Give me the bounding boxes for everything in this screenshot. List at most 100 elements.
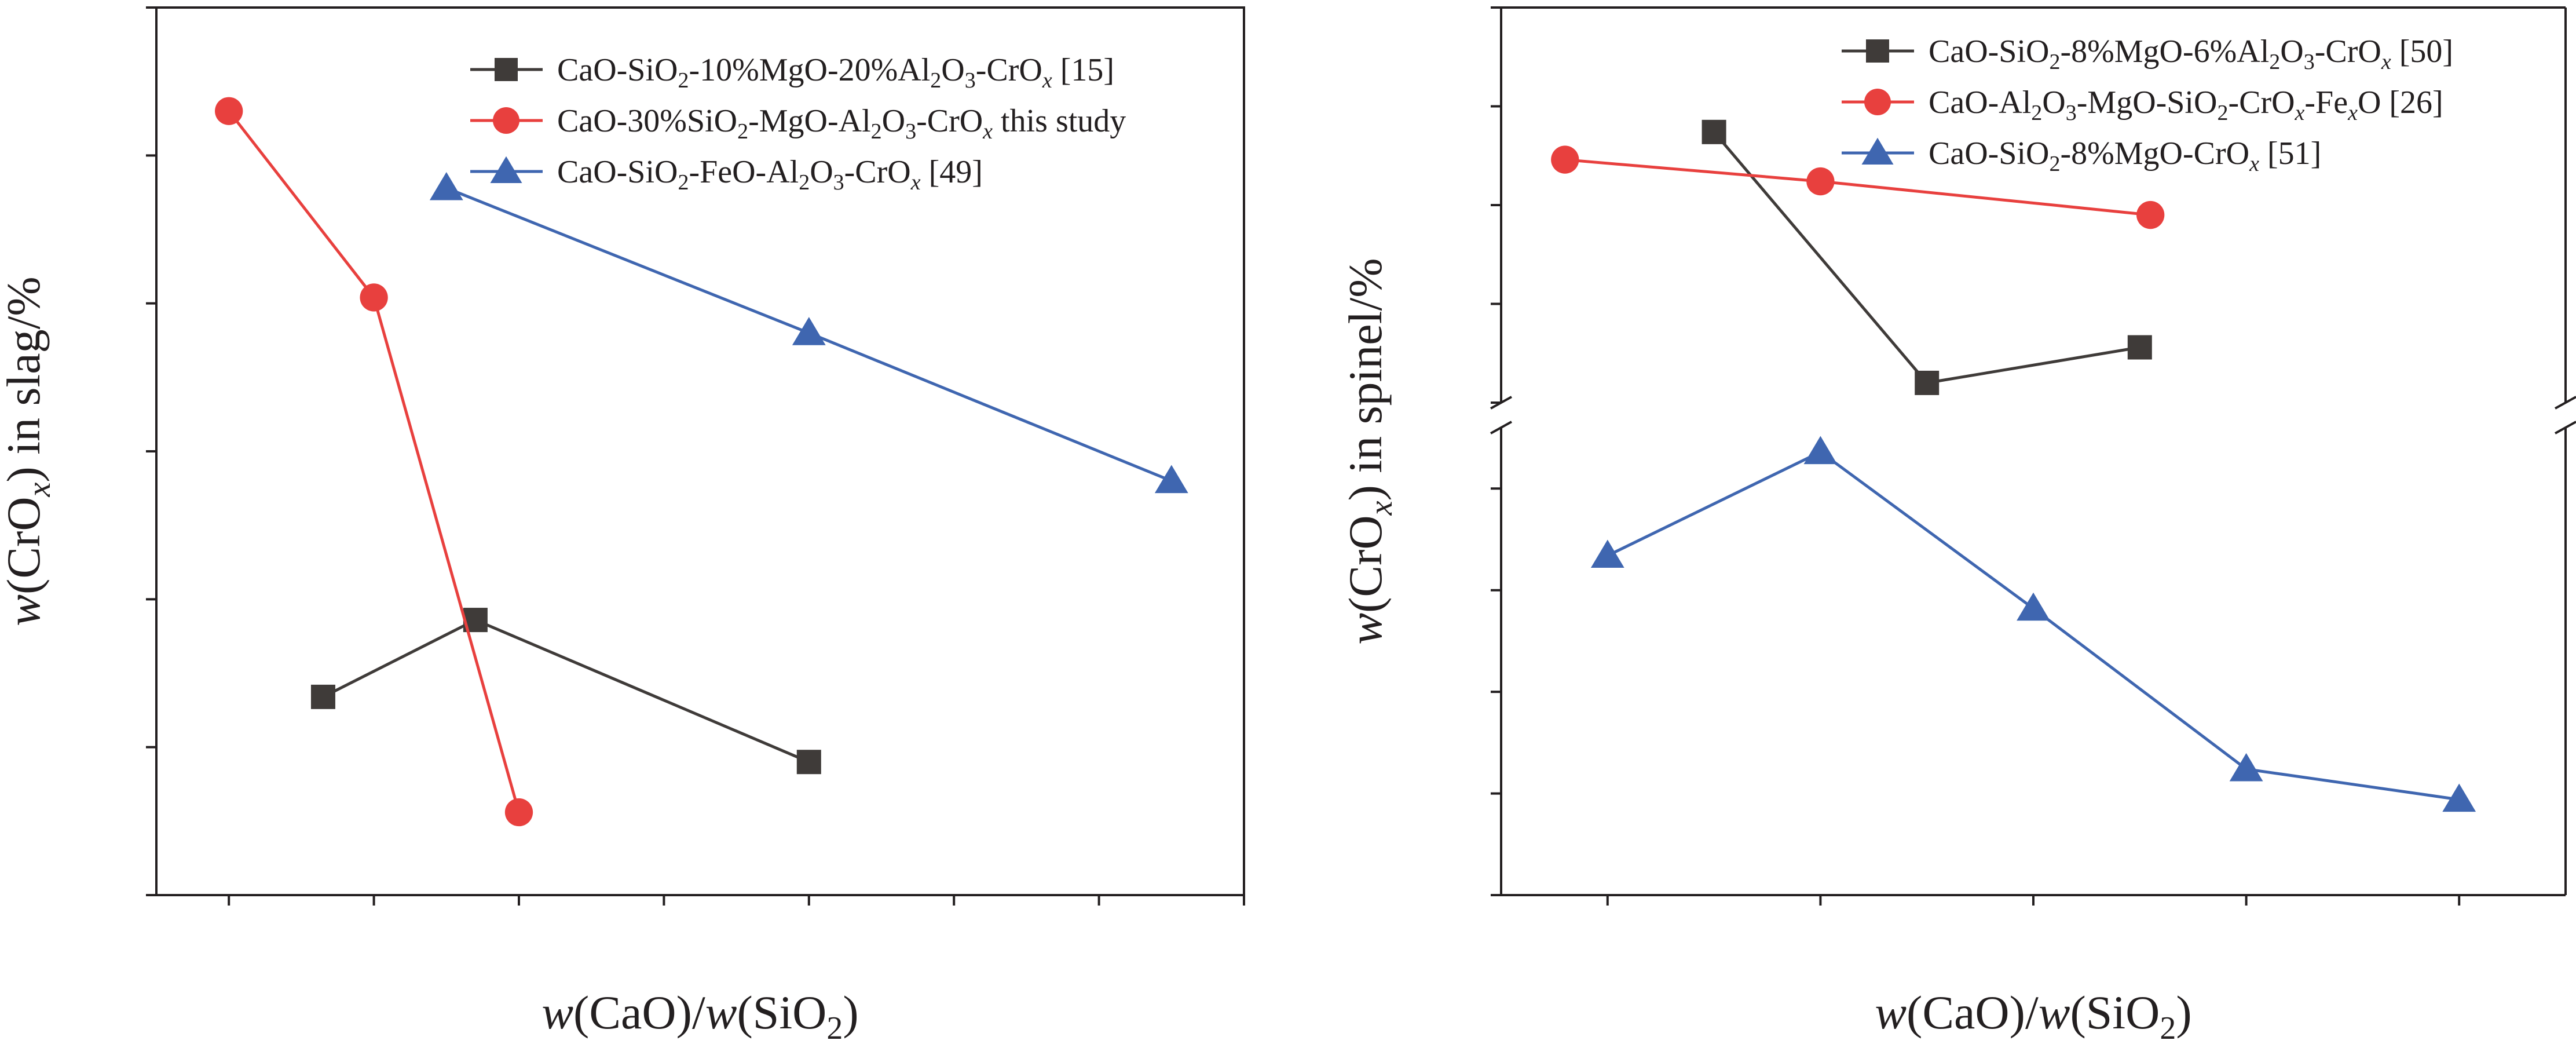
data-point-circle: [1806, 167, 1835, 196]
y-axis-title-a: w(CrOx) in slag/%: [0, 276, 57, 626]
text-part: (SiO: [2070, 986, 2160, 1039]
text-part: CaO-SiO: [1929, 136, 2049, 171]
text-part: 3: [2066, 101, 2077, 125]
data-point-circle: [360, 283, 388, 312]
data-point-triangle: [1803, 436, 1838, 465]
text-part: x: [21, 482, 57, 497]
text-part: (CrO: [1339, 515, 1392, 613]
data-point-triangle: [1861, 137, 1894, 165]
text-part: x: [1042, 68, 1052, 93]
legend-label: CaO-Al2O3-MgO-SiO2-CrOx-FexO [26]: [1929, 85, 2443, 125]
text-part: -FeO-Al: [689, 154, 799, 190]
text-part: (SiO: [737, 986, 826, 1039]
data-point-circle: [504, 798, 533, 827]
text-part: CaO-30%SiO: [557, 103, 737, 139]
text-part: [51]: [2259, 136, 2321, 171]
text-part: 2: [2269, 50, 2280, 74]
legend-label: CaO-SiO2-FeO-Al2O3-CrOx [49]: [557, 154, 983, 195]
text-part: O: [882, 103, 905, 139]
text-part: this study: [993, 103, 1126, 139]
data-point-square: [310, 684, 335, 709]
text-part: CaO-SiO: [1929, 34, 2049, 70]
text-part: x: [2347, 101, 2358, 125]
text-part: [50]: [2391, 34, 2453, 70]
text-part: -MgO-Al: [748, 103, 871, 139]
text-part: (CrO: [0, 497, 50, 594]
data-point-square: [1866, 39, 1889, 63]
axis-break-mark: [1490, 421, 1512, 435]
text-part: w: [1339, 613, 1392, 645]
legend-label: CaO-30%SiO2-MgO-Al2O3-CrOx this study: [557, 103, 1126, 144]
text-part: O: [2042, 85, 2065, 121]
text-part: w: [0, 594, 50, 626]
text-part: 2: [826, 1010, 843, 1044]
text-part: -CrO: [2228, 85, 2295, 121]
text-part: 2: [678, 170, 689, 195]
text-part: -CrO: [2315, 34, 2381, 70]
text-part: -Fe: [2304, 85, 2348, 121]
text-part: w: [541, 986, 573, 1039]
text-part: 2: [2031, 101, 2042, 125]
text-part: O: [941, 52, 964, 88]
data-point-triangle: [792, 317, 826, 345]
data-point-triangle: [429, 171, 463, 200]
text-part: 2: [871, 119, 882, 144]
y-axis-title-b: w(CrOx) in spinel/%: [1339, 258, 1399, 644]
text-part: CaO-SiO: [557, 154, 678, 190]
text-part: x: [2381, 50, 2391, 74]
data-point-circle: [1551, 145, 1579, 174]
text-part: x: [2249, 152, 2259, 176]
text-part: 2: [2049, 50, 2060, 74]
data-point-circle: [2136, 200, 2165, 229]
series-line: [228, 110, 521, 813]
text-part: -MgO-SiO: [2077, 85, 2218, 121]
text-part: 3: [965, 68, 976, 93]
text-part: O: [810, 154, 833, 190]
text-part: -CrO: [844, 154, 911, 190]
text-part: 2: [737, 119, 748, 144]
data-point-circle: [493, 107, 519, 134]
text-part: x: [910, 170, 921, 195]
text-part: CaO-SiO: [557, 52, 678, 88]
legend-label: CaO-SiO2-10%MgO-20%Al2O3-CrOx [15]: [557, 52, 1114, 93]
text-part: -8%MgO-6%Al: [2060, 34, 2269, 70]
x-axis-title-a: w(CaO)/w(SiO2): [541, 986, 858, 1044]
text-part: -CrO: [976, 52, 1042, 88]
data-point-square: [2127, 335, 2152, 360]
text-part: 2: [678, 68, 689, 93]
text-part: -10%MgO-20%Al: [689, 52, 930, 88]
data-point-square: [495, 58, 518, 81]
text-part: ) in spinel/%: [1339, 258, 1392, 501]
data-point-square: [1915, 370, 1940, 395]
text-part: w: [2039, 986, 2070, 1039]
plot-frame-a: [155, 6, 1245, 896]
text-part: [15]: [1052, 52, 1114, 88]
data-point-triangle: [490, 156, 522, 183]
text-part: x: [2295, 101, 2305, 125]
text-part: (CaO)/: [573, 986, 705, 1039]
text-part: 2: [930, 68, 941, 93]
series-line: [1607, 450, 2460, 801]
text-part: ): [2176, 986, 2191, 1039]
series-line: [322, 618, 810, 764]
legend-label: CaO-SiO2-8%MgO-6%Al2O3-CrOx [50]: [1929, 34, 2453, 74]
data-point-triangle: [2442, 783, 2476, 812]
text-part: O [26]: [2358, 85, 2443, 121]
legend-label: CaO-SiO2-8%MgO-CrOx [51]: [1929, 136, 2321, 176]
text-part: x: [982, 119, 993, 144]
text-part: 2: [799, 170, 810, 195]
text-part: 3: [2304, 50, 2315, 74]
text-part: (CaO)/: [1907, 986, 2039, 1039]
text-part: [49]: [921, 154, 983, 190]
data-point-square: [1702, 119, 1726, 144]
text-part: 3: [833, 170, 844, 195]
text-part: 2: [2160, 1010, 2176, 1044]
data-point-triangle: [2229, 753, 2263, 782]
data-point-triangle: [1590, 539, 1624, 568]
chart-a: w(CaO)/w(SiO2)w(CrOx) in slag/%CaO-SiO2-…: [0, 6, 1245, 1044]
text-part: -8%MgO-CrO: [2060, 136, 2249, 171]
text-part: CaO-Al: [1929, 85, 2031, 121]
text-part: O: [2280, 34, 2303, 70]
data-point-circle: [1864, 89, 1891, 115]
